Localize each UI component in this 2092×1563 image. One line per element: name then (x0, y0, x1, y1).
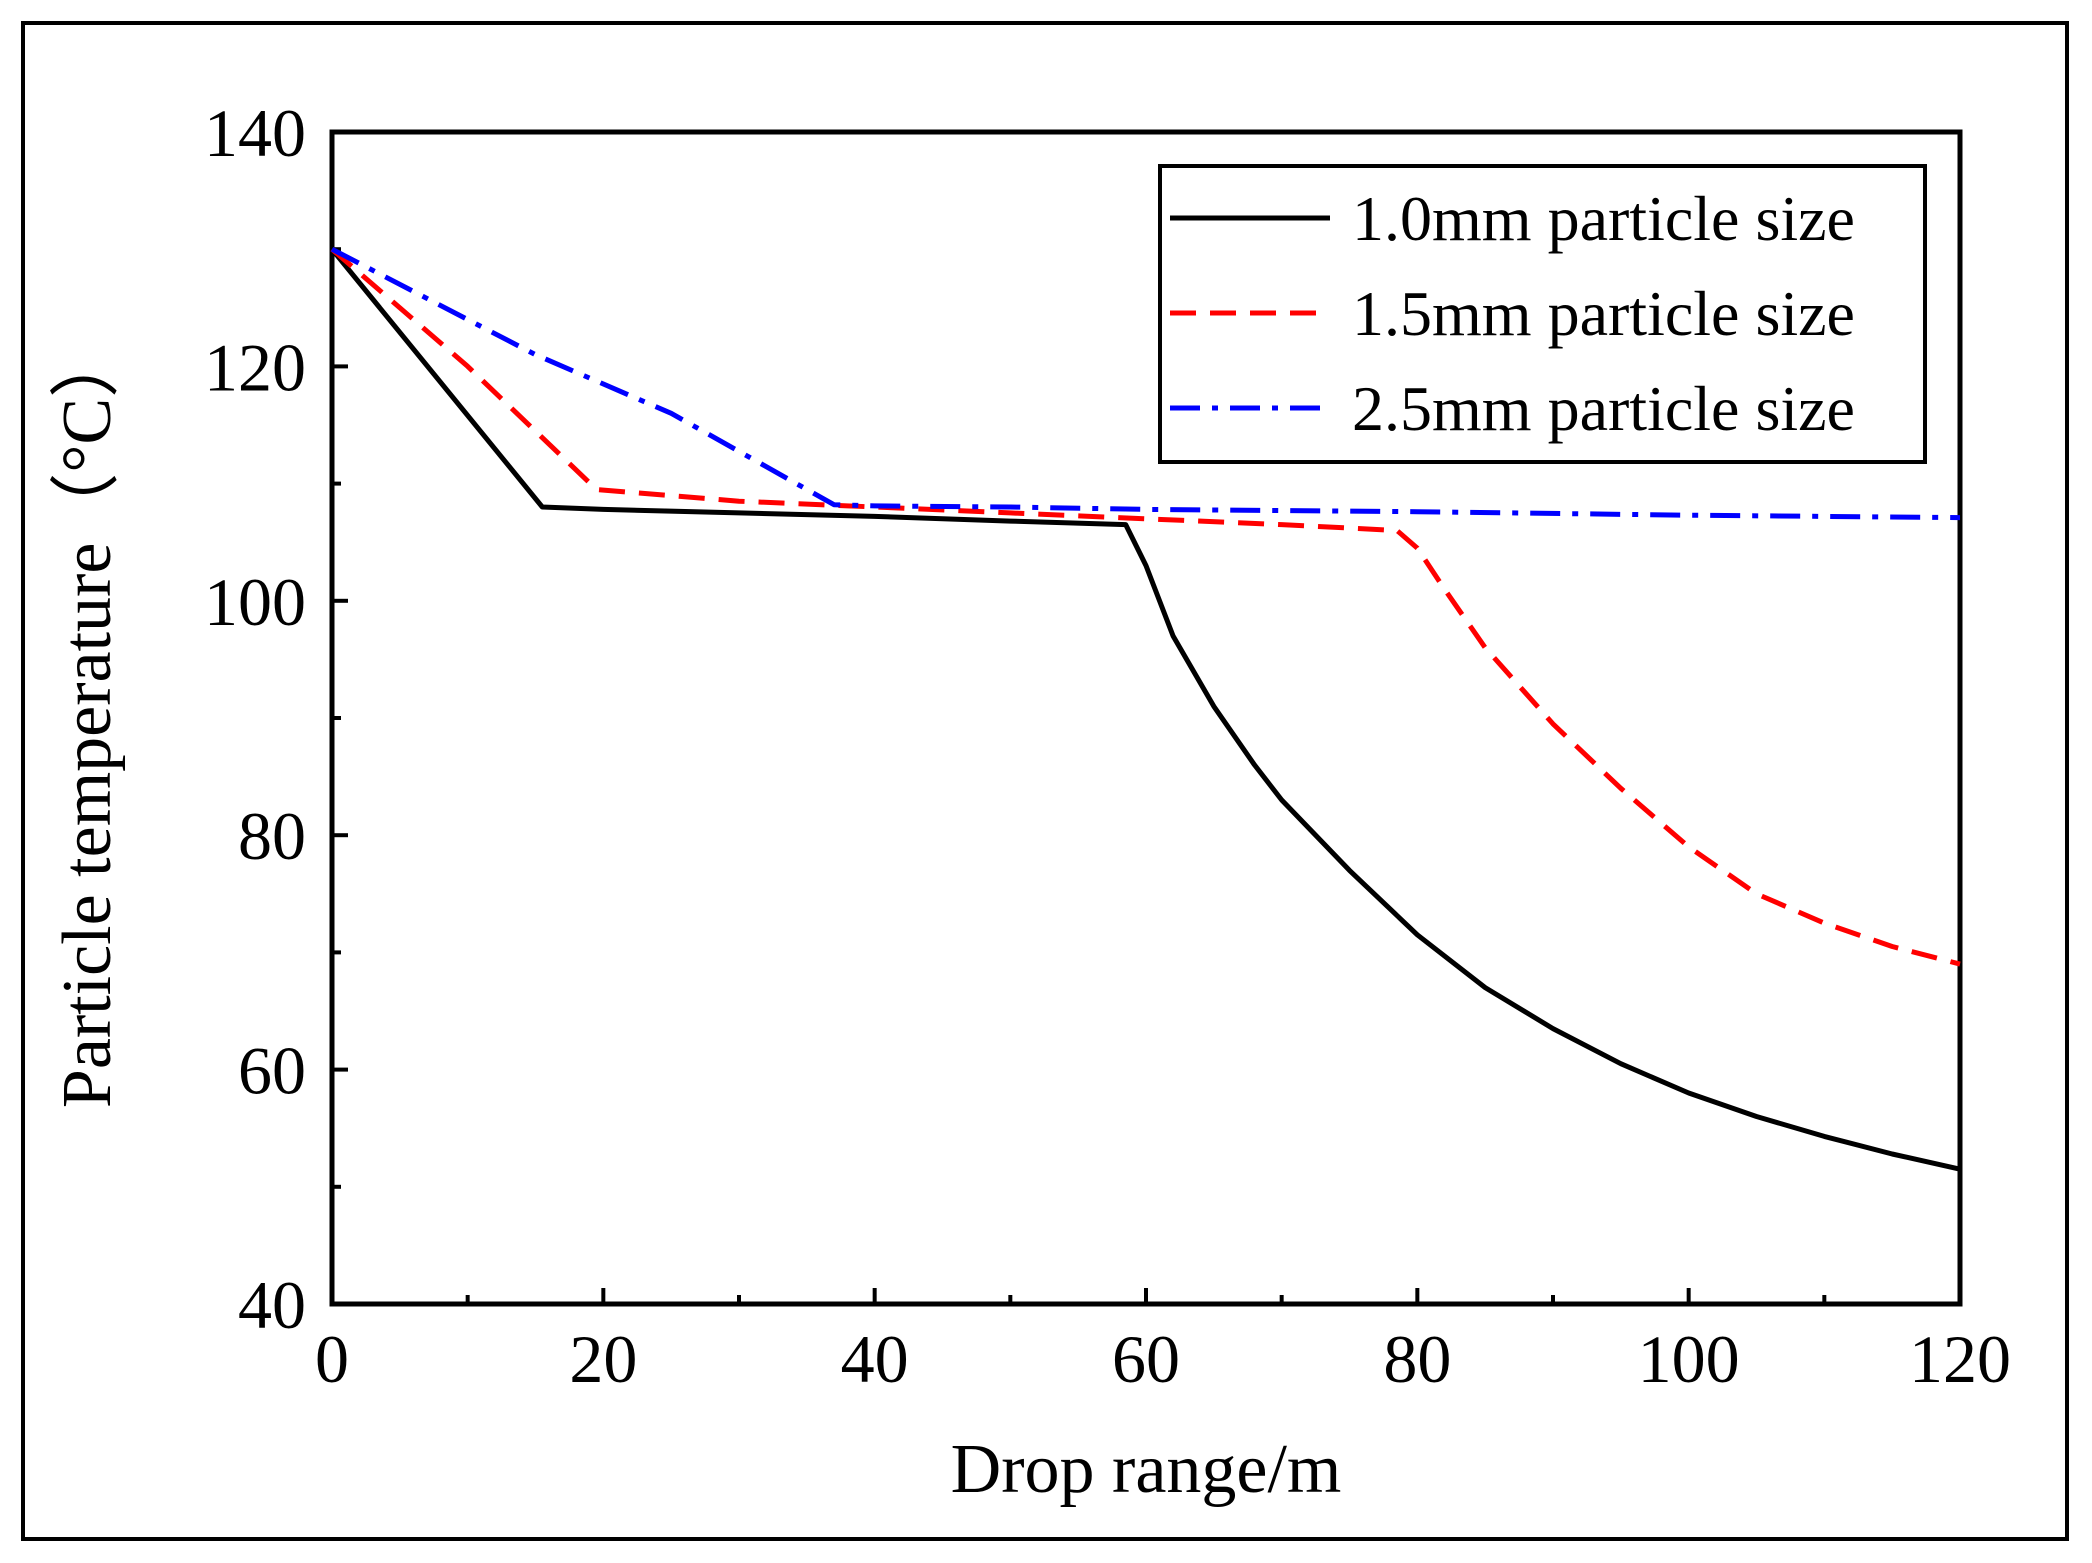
x-axis-ticks: 0 20 40 60 80 100 120 (315, 1288, 2011, 1397)
legend-label-1: 1.0mm particle size (1352, 183, 1855, 254)
y-tick-label: 140 (204, 95, 306, 171)
legend-label-2: 1.5mm particle size (1352, 278, 1855, 349)
series-line-1 (330, 247, 1961, 1172)
y-tick-label: 120 (204, 329, 306, 405)
x-tick-label: 80 (1383, 1321, 1451, 1397)
x-tick-label: 60 (1112, 1321, 1180, 1397)
y-tick-label: 100 (204, 564, 306, 640)
y-tick-label: 40 (238, 1267, 306, 1343)
legend-box (1158, 164, 1927, 464)
y-tick-label: 60 (238, 1033, 306, 1109)
series-line-2 (330, 247, 1961, 967)
x-tick-label: 20 (569, 1321, 637, 1397)
legend-label-3: 2.5mm particle size (1352, 373, 1855, 444)
legend: 1.0mm particle size 1.5mm particle size 2.… (1158, 164, 1927, 464)
series-layer (330, 246, 1961, 1172)
x-tick-label: 100 (1638, 1321, 1740, 1397)
x-tick-label: 0 (315, 1321, 349, 1397)
y-tick-label: 80 (238, 798, 306, 874)
series-line-3 (330, 246, 1961, 521)
x-axis-label: Drop range/m (951, 1431, 1342, 1508)
x-tick-label: 120 (1909, 1321, 2011, 1397)
x-tick-label: 40 (841, 1321, 909, 1397)
y-axis-ticks: 40 60 80 100 120 140 (204, 95, 348, 1343)
y-axis-label: Particle temperature（°C） (49, 328, 126, 1108)
